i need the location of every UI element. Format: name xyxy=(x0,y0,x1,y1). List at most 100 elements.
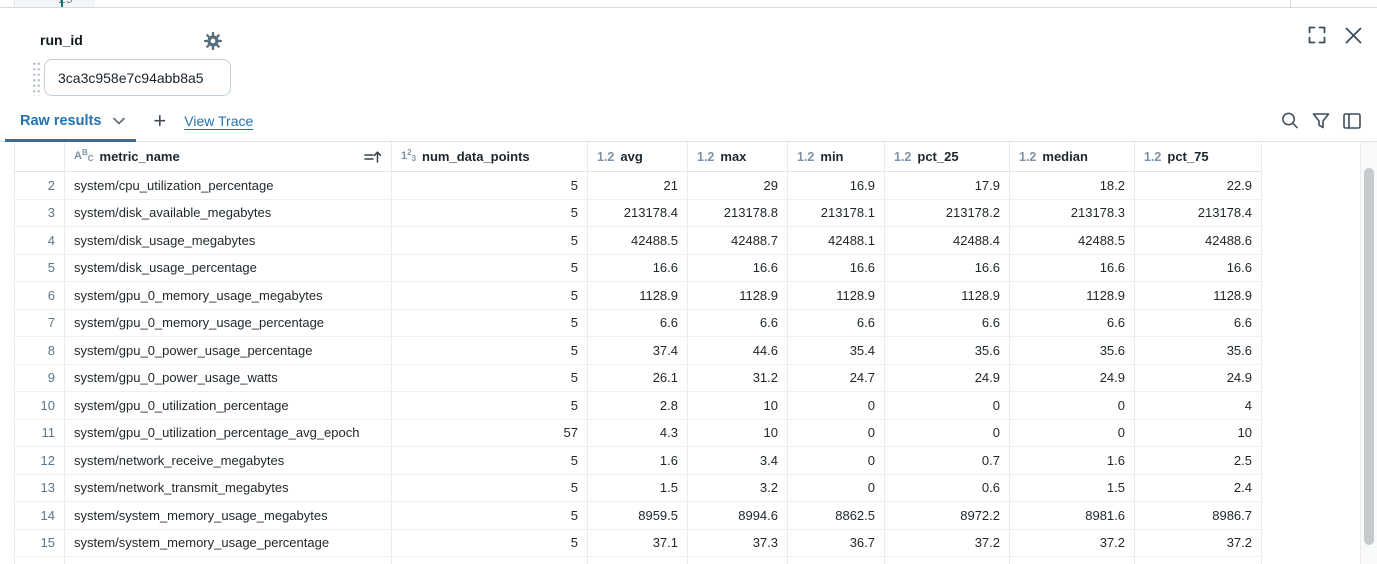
cell-pct-25[interactable]: 1128.9 xyxy=(885,282,1010,310)
cell-pct-75[interactable]: 6.6 xyxy=(1135,309,1262,337)
cell-pct-25[interactable] xyxy=(885,557,1010,564)
column-header-median[interactable]: 1.2 median xyxy=(1010,142,1135,172)
cell-num-data-points[interactable]: 5 xyxy=(392,172,588,200)
cell-median[interactable]: 8981.6 xyxy=(1010,502,1135,530)
cell-avg[interactable]: 21 xyxy=(588,172,688,200)
cell-min[interactable]: 6.6 xyxy=(788,309,885,337)
cell-median[interactable]: 42488.5 xyxy=(1010,227,1135,255)
cell-median[interactable]: 6.6 xyxy=(1010,309,1135,337)
column-header-min[interactable]: 1.2 min xyxy=(788,142,885,172)
cell-pct-25[interactable]: 213178.2 xyxy=(885,199,1010,227)
column-header-max[interactable]: 1.2 max xyxy=(688,142,788,172)
cell-pct-75[interactable]: 2.5 xyxy=(1135,447,1262,475)
cell-pct-75[interactable]: 8986.7 xyxy=(1135,502,1262,530)
row-number-cell[interactable]: 2 xyxy=(14,172,65,200)
cell-avg[interactable]: 1.5 xyxy=(588,474,688,502)
cell-num-data-points[interactable]: 5 xyxy=(392,337,588,365)
row-number-cell[interactable]: 10 xyxy=(14,392,65,420)
cell-pct-25[interactable]: 17.9 xyxy=(885,172,1010,200)
sort-ascending-icon[interactable] xyxy=(364,150,381,164)
cell-max[interactable]: 37.3 xyxy=(688,529,788,557)
cell-median[interactable]: 18.2 xyxy=(1010,172,1135,200)
cell-metric-name[interactable]: system/system_memory_usage_megabytes xyxy=(65,502,392,530)
cell-median[interactable]: 1.5 xyxy=(1010,474,1135,502)
column-header-num-data-points[interactable]: 1 2 3 num_data_points xyxy=(392,142,588,172)
cell-min[interactable]: 0 xyxy=(788,392,885,420)
cell-pct-25[interactable]: 42488.4 xyxy=(885,227,1010,255)
row-number-cell[interactable]: 14 xyxy=(14,502,65,530)
cell-min[interactable]: 8862.5 xyxy=(788,502,885,530)
cell-metric-name[interactable]: system/gpu_0_memory_usage_percentage xyxy=(65,309,392,337)
cell-num-data-points[interactable]: 5 xyxy=(392,309,588,337)
column-header-metric-name[interactable]: A B C metric_name xyxy=(65,142,392,172)
cell-pct-75[interactable]: 22.9 xyxy=(1135,172,1262,200)
cell-avg[interactable]: 37.4 xyxy=(588,337,688,365)
cell-avg[interactable]: 1.6 xyxy=(588,447,688,475)
param-drag-handle[interactable] xyxy=(31,60,40,96)
cell-avg[interactable]: 37.1 xyxy=(588,529,688,557)
cell-max[interactable]: 6.6 xyxy=(688,309,788,337)
row-number-cell[interactable]: 8 xyxy=(14,337,65,365)
cell-median[interactable]: 0 xyxy=(1010,419,1135,447)
cell-num-data-points[interactable]: 5 xyxy=(392,254,588,282)
cell-pct-75[interactable]: 35.6 xyxy=(1135,337,1262,365)
cell-num-data-points[interactable]: 5 xyxy=(392,282,588,310)
cell-metric-name[interactable]: system/cpu_utilization_percentage xyxy=(65,172,392,200)
cell-pct-75[interactable]: 4 xyxy=(1135,392,1262,420)
cell-avg[interactable]: 2.8 xyxy=(588,392,688,420)
cell-max[interactable]: 31.2 xyxy=(688,364,788,392)
cell-num-data-points[interactable]: 57 xyxy=(392,419,588,447)
view-trace-link[interactable]: View Trace xyxy=(184,112,254,129)
cell-pct-75[interactable]: 37.2 xyxy=(1135,529,1262,557)
cell-min[interactable]: 24.7 xyxy=(788,364,885,392)
row-number-cell[interactable]: 11 xyxy=(14,419,65,447)
cell-num-data-points[interactable] xyxy=(392,557,588,564)
cell-num-data-points[interactable]: 5 xyxy=(392,364,588,392)
cell-min[interactable]: 0 xyxy=(788,419,885,447)
cell-metric-name[interactable]: system/gpu_0_power_usage_watts xyxy=(65,364,392,392)
cell-avg[interactable]: 16.6 xyxy=(588,254,688,282)
row-number-cell[interactable]: 12 xyxy=(14,447,65,475)
cell-metric-name[interactable]: system/network_receive_megabytes xyxy=(65,447,392,475)
cell-median[interactable]: 37.2 xyxy=(1010,529,1135,557)
cell-pct-75[interactable]: 24.9 xyxy=(1135,364,1262,392)
cell-pct-75[interactable]: 2.4 xyxy=(1135,474,1262,502)
cell-metric-name[interactable]: system/gpu_0_memory_usage_megabytes xyxy=(65,282,392,310)
search-icon[interactable] xyxy=(1281,112,1299,130)
cell-min[interactable]: 213178.1 xyxy=(788,199,885,227)
cell-pct-25[interactable]: 16.6 xyxy=(885,254,1010,282)
cell-avg[interactable]: 8959.5 xyxy=(588,502,688,530)
cell-median[interactable] xyxy=(1010,557,1135,564)
row-number-cell[interactable]: 9 xyxy=(14,364,65,392)
cell-pct-75[interactable]: 42488.6 xyxy=(1135,227,1262,255)
row-number-cell[interactable]: 4 xyxy=(14,227,65,255)
filter-icon[interactable] xyxy=(1312,112,1330,130)
row-number-cell[interactable]: 16 xyxy=(14,557,65,564)
cell-median[interactable]: 35.6 xyxy=(1010,337,1135,365)
cell-metric-name[interactable]: system/system_memory_usage_percentage xyxy=(65,529,392,557)
cell-pct-25[interactable]: 0 xyxy=(885,392,1010,420)
cell-metric-name[interactable]: system/disk_usage_megabytes xyxy=(65,227,392,255)
cell-metric-name[interactable]: system/gpu_0_utilization_percentage xyxy=(65,392,392,420)
row-number-cell[interactable]: 3 xyxy=(14,199,65,227)
row-number-cell[interactable]: 6 xyxy=(14,282,65,310)
cell-pct-25[interactable]: 0 xyxy=(885,419,1010,447)
row-number-cell[interactable]: 5 xyxy=(14,254,65,282)
cell-pct-75[interactable] xyxy=(1135,557,1262,564)
param-value-input[interactable] xyxy=(44,59,231,96)
cell-metric-name[interactable] xyxy=(65,557,392,564)
cell-min[interactable]: 0 xyxy=(788,447,885,475)
cell-num-data-points[interactable]: 5 xyxy=(392,227,588,255)
cell-min[interactable]: 0 xyxy=(788,474,885,502)
cell-pct-25[interactable]: 37.2 xyxy=(885,529,1010,557)
cell-max[interactable]: 16.6 xyxy=(688,254,788,282)
cell-metric-name[interactable]: system/network_transmit_megabytes xyxy=(65,474,392,502)
cell-metric-name[interactable]: system/disk_available_megabytes xyxy=(65,199,392,227)
cell-median[interactable]: 24.9 xyxy=(1010,364,1135,392)
cell-avg[interactable]: 1128.9 xyxy=(588,282,688,310)
chevron-down-icon[interactable] xyxy=(113,117,126,125)
cell-max[interactable]: 3.2 xyxy=(688,474,788,502)
cell-max[interactable]: 42488.7 xyxy=(688,227,788,255)
cell-avg[interactable]: 213178.4 xyxy=(588,199,688,227)
row-number-cell[interactable]: 15 xyxy=(14,529,65,557)
